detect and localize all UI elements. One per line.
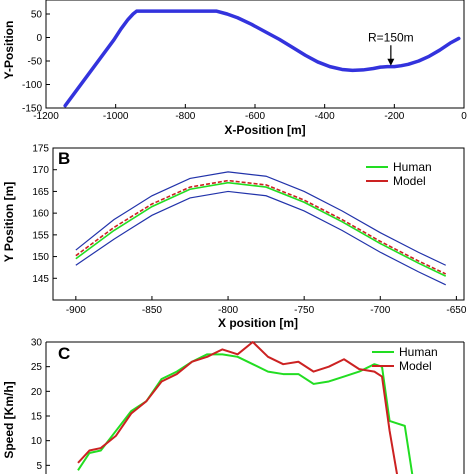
panel-b-ticks: -900 -850 -800 -750 -700 -650 145 150 155 160 165 1… — [32, 144, 467, 317]
panel-a-xtick-label-0: -1200 — [33, 111, 59, 122]
panel-c-legend-human-label: Human — [399, 345, 438, 359]
panel-c-series-model — [77, 341, 399, 474]
panel-a-annotation-arrowhead — [387, 58, 395, 66]
panel-a-xtick-label-3: -600 — [245, 111, 265, 122]
panel-b-ytick-label-3: 160 — [32, 209, 49, 220]
panel-a-ytick-label-1: -100 — [22, 80, 42, 91]
panel-c-letter: C — [58, 344, 70, 363]
panel-b-ytick-label-4: 165 — [32, 187, 49, 198]
panel-a-xtick-label-6: 0 — [461, 111, 467, 122]
panel-a-ytick-label-0: -150 — [22, 104, 42, 115]
panel-b-xtick-label-1: -850 — [142, 305, 162, 316]
panel-a-ticks: -1200 -1000 -800 -600 -400 -200 0 -150 -100 -50 0 5… — [22, 10, 467, 123]
panel-b-road-boundary-1 — [75, 190, 446, 286]
panel-b-xtick-label-2: -800 — [218, 305, 238, 316]
panel-b-series-model — [75, 179, 447, 275]
panel-b-plot-frame — [52, 147, 465, 301]
panel-b-ytick-label-0: 145 — [32, 274, 49, 285]
panel-c-ytick-label-0: 5 — [36, 461, 42, 472]
panel-b-xtick-label-0: -900 — [66, 305, 86, 316]
panel-b-xtick-label-5: -650 — [446, 305, 466, 316]
panel-b-xtick-label-4: -700 — [370, 305, 390, 316]
panel-c-ytick-label-5: 30 — [31, 338, 43, 349]
panel-b-ylabel: Y Position [m] — [2, 182, 16, 262]
panel-c-ylabel: Speed [Km/h] — [2, 381, 16, 458]
panel-a-ytick-label-3: 0 — [36, 33, 42, 44]
panel-b-ytick-label-5: 170 — [32, 165, 49, 176]
panel-a-xtick-label-4: -400 — [315, 111, 335, 122]
panel-a-ylabel: Y-Position — [2, 21, 16, 80]
panel-b-legend-human-label: Human — [393, 160, 432, 174]
panel-b-ytick-label-6: 175 — [32, 144, 49, 155]
panel-b-legend-model-label: Model — [393, 174, 426, 188]
panel-b-ytick-label-2: 155 — [32, 230, 49, 241]
panel-b-chart: B -900 -850 -800 -750 -700 -650 145 150 155 160 16… — [2, 144, 467, 331]
panel-a-chart: -1200 -1000 -800 -600 -400 -200 0 -150 -100 -50 0 5… — [2, 0, 467, 137]
panel-b-xtick-label-3: -750 — [294, 305, 314, 316]
panel-c-series-human — [77, 353, 414, 474]
panel-b-xlabel: X position [m] — [218, 316, 298, 330]
panel-c-legend-model-label: Model — [399, 359, 432, 373]
panel-c-ytick-label-3: 20 — [31, 387, 43, 398]
panel-a-ytick-label-2: -50 — [28, 57, 43, 68]
panel-c-ticks: 5 10 15 20 25 30 — [31, 338, 50, 472]
panel-a-xtick-label-1: -1000 — [103, 111, 129, 122]
panel-c-lines — [77, 341, 414, 474]
panel-c-ytick-label-1: 10 — [31, 436, 43, 447]
panel-a-annotation-label: R=150m — [368, 30, 414, 44]
panel-b-ytick-label-1: 150 — [32, 252, 49, 263]
panel-c-chart: C 5 10 15 20 25 30 Human Model Speed [Km/h] — [2, 338, 465, 474]
panel-c-ytick-label-4: 25 — [31, 362, 43, 373]
panel-b-lines — [75, 171, 447, 286]
panel-a-lines — [63, 9, 461, 108]
panel-a-xlabel: X-Position [m] — [224, 123, 305, 137]
panel-a-ytick-label-4: 50 — [31, 10, 43, 21]
panel-b-legend: Human Model — [366, 160, 432, 188]
panel-a-xtick-label-2: -800 — [175, 111, 195, 122]
panel-a-track-line — [63, 9, 461, 108]
panel-a-xtick-label-5: -200 — [384, 111, 404, 122]
panel-b-road-boundary-0 — [75, 171, 446, 266]
panel-c-ytick-label-2: 15 — [31, 412, 43, 423]
panel-a-plot-frame — [45, 0, 465, 109]
panel-c-legend: Human Model — [372, 345, 438, 373]
panel-a-annotation: R=150m — [368, 30, 414, 66]
panel-b-letter: B — [58, 149, 70, 168]
panel-b-series-human — [75, 181, 447, 277]
